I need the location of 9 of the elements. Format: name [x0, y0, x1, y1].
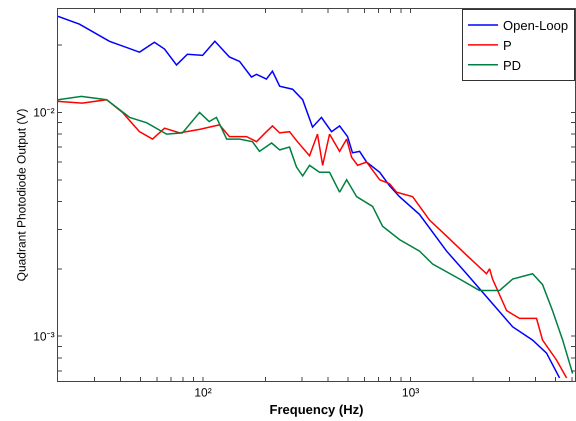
x-axis-title: Frequency (Hz) [270, 402, 364, 417]
y-tick-label: 10⁻² [33, 106, 55, 120]
y-axis-title: Quadrant Photodiode Output (V) [14, 108, 29, 282]
legend-label: P [503, 38, 512, 53]
y-tick-label: 10⁻³ [33, 329, 55, 344]
x-tick-label: 10³ [402, 385, 420, 400]
x-tick-label: 10² [194, 385, 212, 400]
legend-label: PD [503, 58, 522, 73]
legend-label: Open-Loop [503, 18, 568, 34]
